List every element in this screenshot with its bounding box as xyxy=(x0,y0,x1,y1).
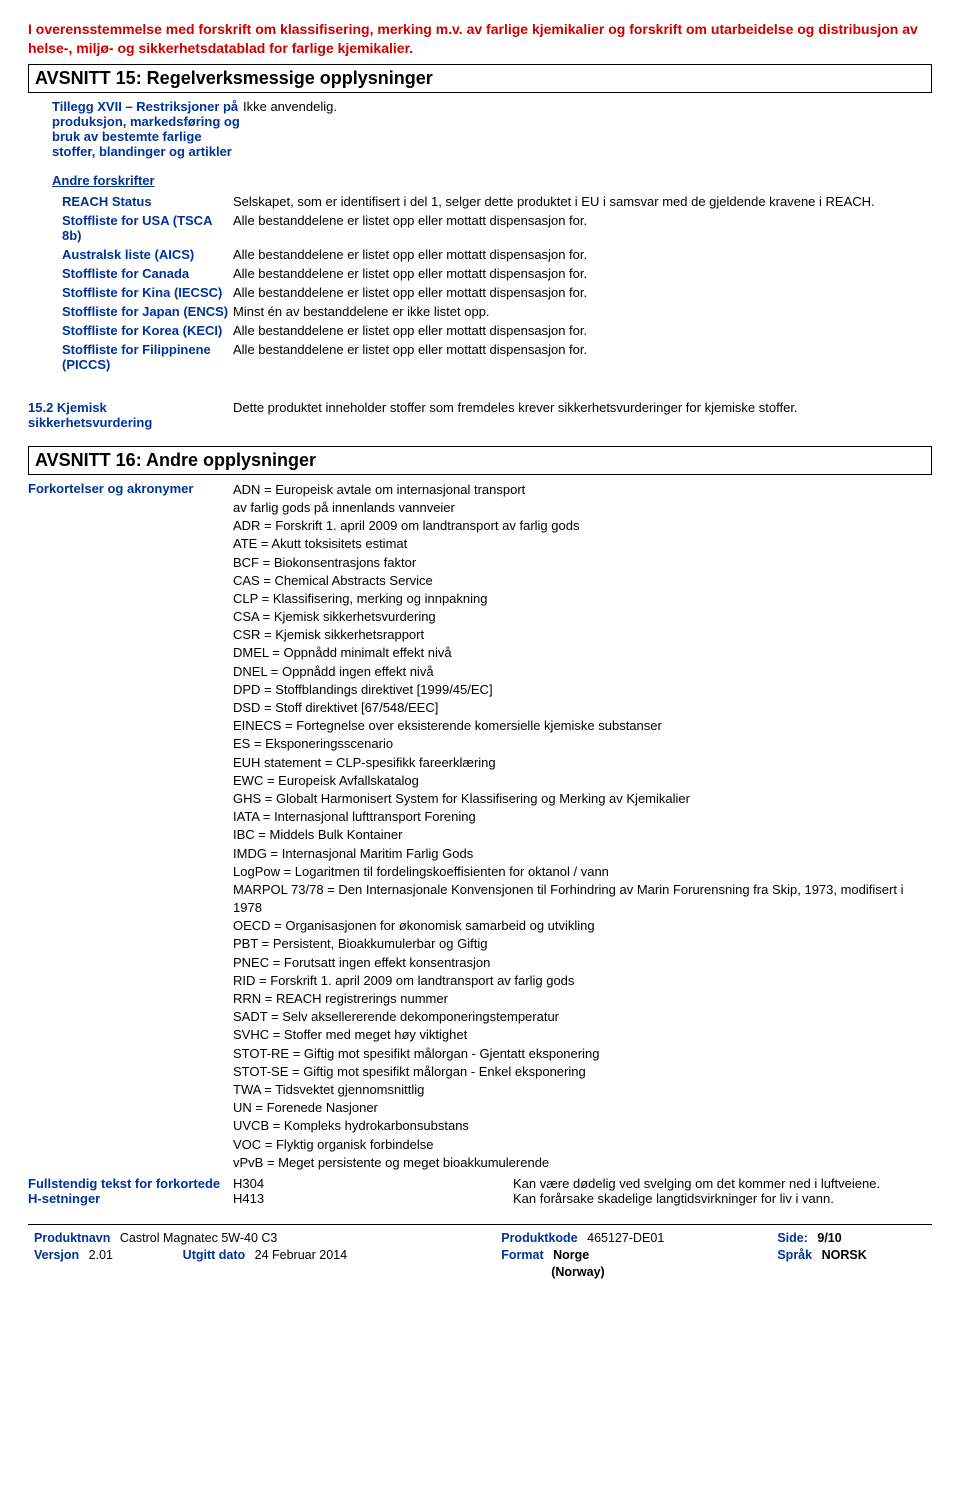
abbrev-line: OECD = Organisasjonen for økonomisk sama… xyxy=(233,917,932,935)
abbrev-line: RRN = REACH registrerings nummer xyxy=(233,990,932,1008)
abbrev-line: ADR = Forskrift 1. april 2009 om landtra… xyxy=(233,517,932,535)
h-code: H304 xyxy=(233,1176,513,1191)
format-value: Norge xyxy=(553,1248,589,1262)
abbrev-line: UN = Forenede Nasjoner xyxy=(233,1099,932,1117)
abbrev-line: CLP = Klassifisering, merking og innpakn… xyxy=(233,590,932,608)
reg-label: REACH Status xyxy=(28,194,233,209)
produktnavn-label: Produktnavn xyxy=(34,1231,110,1245)
reg-label: Stoffliste for Canada xyxy=(28,266,233,281)
h-text: Kan være dødelig ved svelging om det kom… xyxy=(513,1176,880,1191)
tillegg-xvii-label: Tillegg XVII – Restriksjoner på produksj… xyxy=(28,99,243,159)
abbrev-line: IBC = Middels Bulk Kontainer xyxy=(233,826,932,844)
abbrev-line: STOT-RE = Giftig mot spesifikt målorgan … xyxy=(233,1045,932,1063)
abbrev-line: SADT = Selv aksellererende dekomponering… xyxy=(233,1008,932,1026)
andre-forskrifter-heading: Andre forskrifter xyxy=(52,173,155,188)
format2-value: (Norway) xyxy=(551,1265,604,1279)
abbrev-line: DPD = Stoffblandings direktivet [1999/45… xyxy=(233,681,932,699)
abbrev-line: PNEC = Forutsatt ingen effekt konsentras… xyxy=(233,954,932,972)
abbrev-line: STOT-SE = Giftig mot spesifikt målorgan … xyxy=(233,1063,932,1081)
regulations-list: REACH StatusSelskapet, som er identifise… xyxy=(28,194,932,372)
sprak-label: Språk xyxy=(777,1248,812,1262)
abbrev-line: DNEL = Oppnådd ingen effekt nivå xyxy=(233,663,932,681)
reg-value: Selskapet, som er identifisert i del 1, … xyxy=(233,194,932,209)
produktkode-label: Produktkode xyxy=(501,1231,577,1245)
abbrev-line: ES = Eksponeringsscenario xyxy=(233,735,932,753)
abbrev-line: CSA = Kjemisk sikkerhetsvurdering xyxy=(233,608,932,626)
versjon-value: 2.01 xyxy=(89,1248,113,1262)
reg-label: Stoffliste for Japan (ENCS) xyxy=(28,304,233,319)
reg-value: Alle bestanddelene er listet opp eller m… xyxy=(233,342,932,372)
abbrev-line: DSD = Stoff direktivet [67/548/EEC] xyxy=(233,699,932,717)
abbrev-line: EUH statement = CLP-spesifikk fareerklær… xyxy=(233,754,932,772)
reg-label: Stoffliste for Korea (KECI) xyxy=(28,323,233,338)
abbrev-line: ATE = Akutt toksisitets estimat xyxy=(233,535,932,553)
compliance-header: I overensstemmelse med forskrift om klas… xyxy=(28,20,932,58)
section-15-2-label: 15.2 Kjemisk sikkerhetsvurdering xyxy=(28,400,233,430)
reg-value: Alle bestanddelene er listet opp eller m… xyxy=(233,323,932,338)
abbrev-line: MARPOL 73/78 = Den Internasjonale Konven… xyxy=(233,881,932,917)
reg-label: Stoffliste for Kina (IECSC) xyxy=(28,285,233,300)
section-15-title: AVSNITT 15: Regelverksmessige opplysning… xyxy=(28,64,932,93)
abbrev-line: IATA = Internasjonal lufttransport Foren… xyxy=(233,808,932,826)
abbrev-line: IMDG = Internasjonal Maritim Farlig Gods xyxy=(233,845,932,863)
abbrev-line: VOC = Flyktig organisk forbindelse xyxy=(233,1136,932,1154)
produktkode-value: 465127-DE01 xyxy=(587,1231,664,1245)
section-15-2-value: Dette produktet inneholder stoffer som f… xyxy=(233,400,932,430)
reg-value: Alle bestanddelene er listet opp eller m… xyxy=(233,266,932,281)
abbrev-line: TWA = Tidsvektet gjennomsnittlig xyxy=(233,1081,932,1099)
utgitt-label: Utgitt dato xyxy=(183,1248,245,1262)
abbrev-line: SVHC = Stoffer med meget høy viktighet xyxy=(233,1026,932,1044)
section-16-title: AVSNITT 16: Andre opplysninger xyxy=(28,446,932,475)
sprak-value: NORSK xyxy=(822,1248,867,1262)
abbrev-line: CAS = Chemical Abstracts Service xyxy=(233,572,932,590)
abbrev-line: EWC = Europeisk Avfallskatalog xyxy=(233,772,932,790)
abbrev-line: UVCB = Kompleks hydrokarbonsubstans xyxy=(233,1117,932,1135)
abbrev-line: GHS = Globalt Harmonisert System for Kla… xyxy=(233,790,932,808)
abbrev-line: EINECS = Fortegnelse over eksisterende k… xyxy=(233,717,932,735)
abbrev-line: PBT = Persistent, Bioakkumulerbar og Gif… xyxy=(233,935,932,953)
h-text: Kan forårsake skadelige langtidsvirkning… xyxy=(513,1191,834,1206)
utgitt-value: 24 Februar 2014 xyxy=(255,1248,347,1262)
page-footer: Produktnavn Castrol Magnatec 5W-40 C3 Pr… xyxy=(28,1224,932,1282)
versjon-label: Versjon xyxy=(34,1248,79,1262)
h-statements-list: H304Kan være dødelig ved svelging om det… xyxy=(233,1176,932,1206)
abbrev-line: ADN = Europeisk avtale om internasjonal … xyxy=(233,481,932,499)
reg-label: Stoffliste for USA (TSCA 8b) xyxy=(28,213,233,243)
reg-label: Stoffliste for Filippinene (PICCS) xyxy=(28,342,233,372)
h-statements-label: Fullstendig tekst for forkortede H-setni… xyxy=(28,1176,233,1206)
reg-value: Alle bestanddelene er listet opp eller m… xyxy=(233,247,932,262)
tillegg-xvii-value: Ikke anvendelig. xyxy=(243,99,932,159)
abbreviations-label: Forkortelser og akronymer xyxy=(28,481,233,1172)
abbrev-line: LogPow = Logaritmen til fordelingskoeffi… xyxy=(233,863,932,881)
abbrev-line: DMEL = Oppnådd minimalt effekt nivå xyxy=(233,644,932,662)
format-label: Format xyxy=(501,1248,543,1262)
abbrev-line: av farlig gods på innenlands vannveier xyxy=(233,499,932,517)
abbreviations-list: ADN = Europeisk avtale om internasjonal … xyxy=(233,481,932,1172)
reg-value: Alle bestanddelene er listet opp eller m… xyxy=(233,213,932,243)
abbrev-line: RID = Forskrift 1. april 2009 om landtra… xyxy=(233,972,932,990)
h-code: H413 xyxy=(233,1191,513,1206)
reg-label: Australsk liste (AICS) xyxy=(28,247,233,262)
side-value: 9/10 xyxy=(817,1231,841,1245)
abbrev-line: CSR = Kjemisk sikkerhetsrapport xyxy=(233,626,932,644)
side-label: Side: xyxy=(777,1231,808,1245)
reg-value: Minst én av bestanddelene er ikke listet… xyxy=(233,304,932,319)
abbrev-line: BCF = Biokonsentrasjons faktor xyxy=(233,554,932,572)
abbrev-line: vPvB = Meget persistente og meget bioakk… xyxy=(233,1154,932,1172)
produktnavn-value: Castrol Magnatec 5W-40 C3 xyxy=(120,1231,277,1245)
reg-value: Alle bestanddelene er listet opp eller m… xyxy=(233,285,932,300)
